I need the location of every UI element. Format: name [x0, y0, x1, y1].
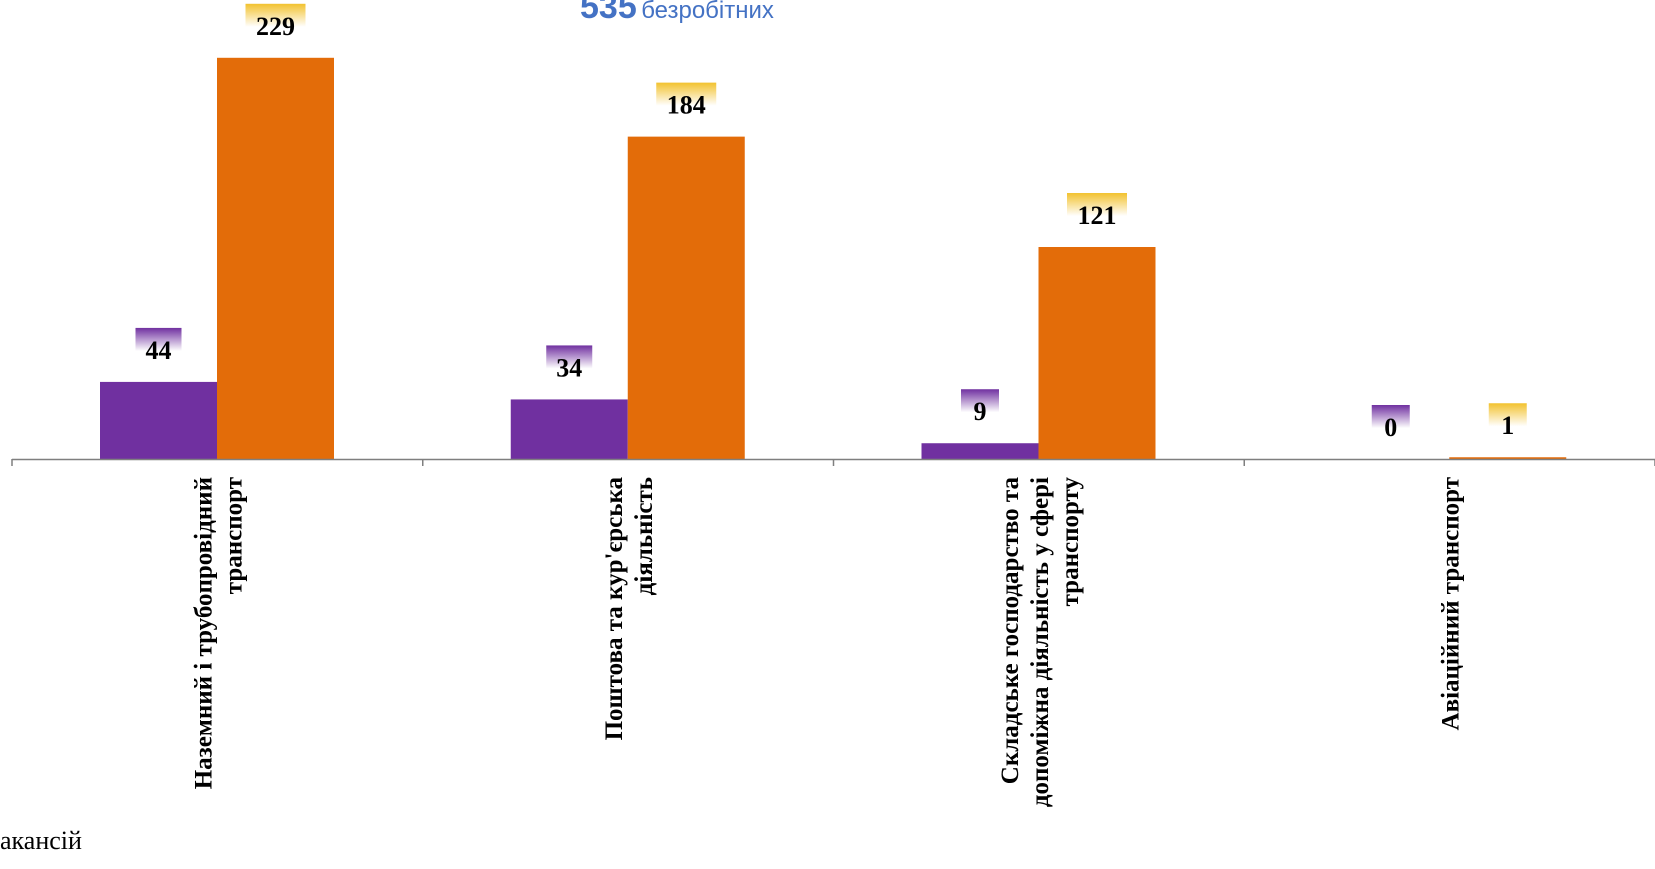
svg-text:Поштова та кур'єрська: Поштова та кур'єрська [601, 477, 628, 741]
bar-unemployed-1 [627, 136, 745, 459]
svg-text:допоміжна діяльність у сфері: допоміжна діяльність у сфері [1027, 477, 1054, 807]
svg-text:44: 44 [146, 336, 172, 365]
unemployed-total-count: 535 [580, 0, 637, 26]
svg-text:1: 1 [1501, 411, 1514, 440]
svg-text:Наземний і трубопровідний: Наземний і трубопровідний [190, 477, 217, 789]
bar-vacancies-2 [921, 443, 1039, 459]
data-label-unemployed-0: 229 [245, 3, 306, 46]
category-labels: Наземний і трубопровідний транспорт Поштов… [190, 477, 1464, 808]
unemployed-total-unit: безробітних [641, 0, 774, 24]
svg-text:9: 9 [974, 397, 987, 426]
data-label-vacancies-0: 44 [135, 327, 182, 370]
svg-text:229: 229 [256, 12, 295, 41]
svg-text:184: 184 [667, 91, 706, 120]
svg-text:34: 34 [556, 353, 582, 382]
category-label-0: Наземний і трубопровідний транспорт [190, 477, 247, 789]
category-label-2: Складське господарство та допоміжна діяль… [997, 477, 1084, 808]
data-label-vacancies-2: 9 [961, 389, 999, 432]
svg-text:діяльність: діяльність [631, 477, 658, 595]
unemployed-total-header: 535 безробітних [580, 0, 774, 27]
category-label-3: Авіаційний транспорт [1438, 477, 1465, 730]
data-label-unemployed-3: 1 [1488, 403, 1527, 446]
bar-vacancies-1 [510, 399, 628, 459]
x-axis [11, 458, 1655, 466]
svg-text:Складське господарство та: Складське господарство та [997, 477, 1024, 785]
bar-unemployed-0 [217, 57, 334, 460]
data-label-vacancies-1: 34 [546, 345, 593, 388]
svg-text:121: 121 [1078, 201, 1117, 230]
bars-layer [100, 57, 1567, 460]
bar-unemployed-2 [1038, 247, 1156, 459]
bar-unemployed-3 [1449, 457, 1567, 459]
data-label-unemployed-2: 121 [1067, 193, 1127, 236]
svg-text:Авіаційний транспорт: Авіаційний транспорт [1438, 477, 1465, 730]
svg-text:транспорт: транспорт [220, 477, 247, 594]
svg-text:транспорту: транспорту [1057, 477, 1084, 607]
data-label-vacancies-3: 0 [1371, 405, 1410, 447]
data-labels: 44 229 34 184 9 121 0 1 [135, 3, 1527, 447]
category-label-1: Поштова та кур'єрська діяльність [601, 477, 658, 741]
data-label-unemployed-1: 184 [656, 82, 717, 125]
legend-fragment-vacancies: акансій [0, 826, 82, 855]
svg-text:0: 0 [1384, 413, 1397, 442]
bar-vacancies-0 [100, 381, 217, 459]
